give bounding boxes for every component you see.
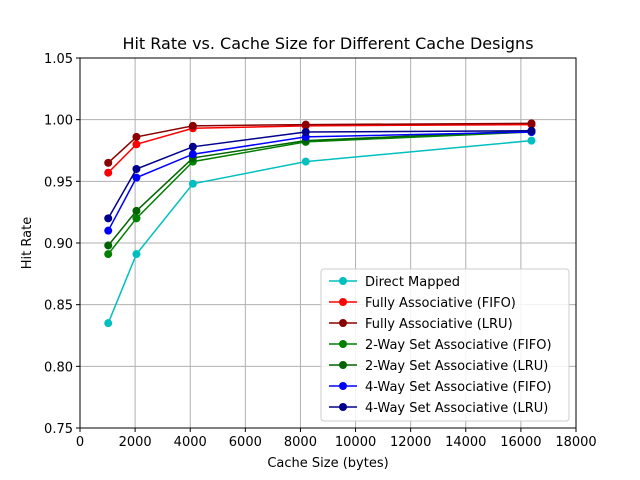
data-point [527, 126, 536, 135]
data-point [301, 157, 310, 166]
data-point [527, 119, 536, 128]
y-tick-label: 1.05 [44, 52, 73, 67]
data-point [132, 250, 141, 259]
x-tick-label: 16000 [500, 435, 541, 450]
legend-label: 2-Way Set Associative (FIFO) [365, 338, 552, 353]
x-axis-label: Cache Size (bytes) [267, 456, 388, 471]
legend-item: 2-Way Set Associative (LRU) [329, 359, 548, 374]
y-tick-label: 0.75 [44, 422, 73, 437]
data-point [301, 120, 310, 129]
y-tick-label: 0.85 [44, 299, 73, 314]
data-point [132, 132, 141, 141]
y-tick-label: 0.90 [44, 237, 73, 252]
data-point [104, 168, 113, 177]
data-point [104, 214, 113, 223]
legend-marker [339, 382, 347, 390]
legend-label: 4-Way Set Associative (FIFO) [365, 380, 552, 395]
legend-marker [339, 361, 347, 369]
legend: Direct Mapped Fully Associative (FIFO) Ful… [320, 268, 570, 422]
legend-marker [339, 298, 347, 306]
data-point [301, 128, 310, 136]
x-tick-label: 2000 [119, 435, 152, 450]
x-tick-label: 10000 [335, 435, 376, 450]
series-line [107, 130, 532, 219]
series-group [104, 136, 536, 328]
legend-item: Direct Mapped [329, 275, 460, 290]
data-point [104, 250, 113, 259]
legend-label: Fully Associative (FIFO) [365, 296, 516, 311]
series-group [104, 120, 536, 177]
x-tick-label: 8000 [284, 435, 317, 450]
x-tick-label: 12000 [390, 435, 431, 450]
x-axis-ticks: 0 2000 4000 6000 8000 10000 12000 14000 16000 180… [76, 428, 597, 450]
data-point [132, 206, 141, 215]
series-group [104, 119, 536, 167]
data-point [188, 121, 197, 130]
y-tick-label: 0.95 [44, 175, 73, 190]
series-line [107, 122, 532, 164]
legend-item: 4-Way Set Associative (FIFO) [329, 380, 552, 395]
y-tick-label: 1.00 [44, 114, 73, 129]
data-point [188, 150, 197, 159]
x-tick-label: 4000 [174, 435, 207, 450]
legend-label: 4-Way Set Associative (LRU) [365, 401, 548, 416]
data-point [188, 179, 197, 188]
legend-marker [339, 319, 347, 327]
series-layer [104, 119, 536, 328]
data-point [104, 226, 113, 235]
legend-box [320, 268, 570, 422]
data-point [104, 158, 113, 167]
series-group [104, 126, 536, 223]
legend-item: Fully Associative (LRU) [329, 317, 513, 332]
series-group [104, 126, 536, 250]
data-point [104, 319, 113, 328]
x-tick-label: 14000 [445, 435, 486, 450]
legend-marker [339, 277, 347, 285]
x-tick-label: 6000 [229, 435, 262, 450]
data-point [132, 214, 141, 223]
legend-label: Direct Mapped [365, 275, 460, 290]
legend-label: Fully Associative (LRU) [365, 317, 513, 332]
x-tick-label: 18000 [555, 435, 596, 450]
y-axis-label: Hit Rate [20, 217, 35, 269]
data-point [188, 142, 197, 151]
x-tick-label: 0 [76, 435, 84, 450]
chart-title: Hit Rate vs. Cache Size for Different Ca… [122, 34, 533, 53]
data-point [132, 173, 141, 182]
legend-item: Fully Associative (FIFO) [329, 296, 516, 311]
legend-item: 4-Way Set Associative (LRU) [329, 401, 548, 416]
y-tick-label: 0.80 [44, 360, 73, 375]
series-line [107, 131, 532, 255]
data-point [132, 165, 141, 173]
y-axis-ticks: 0.75 0.80 0.85 0.90 0.95 1.00 1.05 [44, 52, 80, 437]
legend-marker [339, 340, 347, 348]
data-point [132, 140, 141, 149]
legend-marker [339, 403, 347, 411]
data-point [527, 136, 536, 145]
data-point [104, 241, 113, 250]
series-group [104, 128, 536, 259]
legend-label: 2-Way Set Associative (LRU) [365, 359, 548, 374]
legend-item: 2-Way Set Associative (FIFO) [329, 338, 552, 353]
series-line [107, 130, 532, 246]
